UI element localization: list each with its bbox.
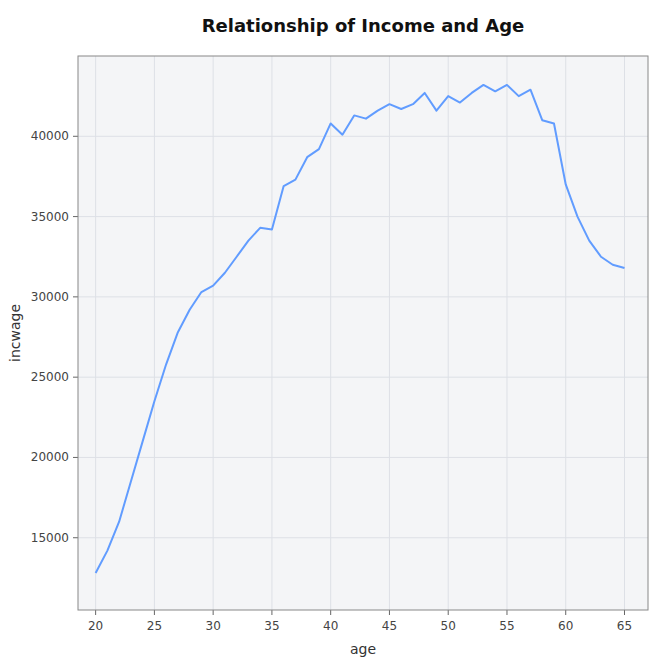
x-tick-label: 35 xyxy=(264,619,279,633)
x-tick-label: 25 xyxy=(147,619,162,633)
x-grid-line xyxy=(565,56,566,610)
x-tick xyxy=(624,610,625,615)
x-tick xyxy=(389,610,390,615)
y-tick-label: 15000 xyxy=(31,531,69,545)
y-tick xyxy=(73,136,78,137)
x-tick-label: 40 xyxy=(323,619,338,633)
y-tick xyxy=(73,537,78,538)
x-tick-label: 55 xyxy=(499,619,514,633)
x-tick-label: 65 xyxy=(617,619,632,633)
y-tick xyxy=(73,216,78,217)
x-tick xyxy=(330,610,331,615)
x-tick-label: 20 xyxy=(88,619,103,633)
y-grid-line xyxy=(78,377,648,378)
x-tick xyxy=(506,610,507,615)
y-grid-line xyxy=(78,537,648,538)
y-tick-label: 30000 xyxy=(31,290,69,304)
x-grid-line xyxy=(624,56,625,610)
x-tick xyxy=(95,610,96,615)
y-grid-line xyxy=(78,216,648,217)
x-tick xyxy=(271,610,272,615)
x-grid-line xyxy=(506,56,507,610)
x-grid-line xyxy=(213,56,214,610)
y-tick-label: 20000 xyxy=(31,450,69,464)
x-tick-label: 60 xyxy=(558,619,573,633)
x-tick xyxy=(448,610,449,615)
grid xyxy=(78,56,648,610)
x-tick-label: 30 xyxy=(206,619,221,633)
x-grid-line xyxy=(448,56,449,610)
x-grid-line xyxy=(95,56,96,610)
line xyxy=(96,85,625,573)
x-tick xyxy=(213,610,214,615)
y-tick xyxy=(73,296,78,297)
x-tick-label: 50 xyxy=(441,619,456,633)
x-axis-label: age xyxy=(350,641,376,657)
plot-background xyxy=(78,56,648,610)
y-grid-line xyxy=(78,457,648,458)
y-axis-label: incwage xyxy=(7,304,23,362)
x-grid-line xyxy=(330,56,331,610)
chart: 20 25 30 35 40 45 50 55 60 65 15000 20000 25000 30000… xyxy=(0,0,672,672)
y-tick xyxy=(73,377,78,378)
y-grid-line xyxy=(78,296,648,297)
plot-frame xyxy=(78,56,648,610)
x-tick xyxy=(565,610,566,615)
x-tick-label: 45 xyxy=(382,619,397,633)
y-tick-label: 35000 xyxy=(31,210,69,224)
y-grid-line xyxy=(78,136,648,137)
series-group xyxy=(96,85,625,573)
y-tick-label: 25000 xyxy=(31,370,69,384)
x-grid-line xyxy=(271,56,272,610)
x-grid-line xyxy=(389,56,390,610)
x-grid-line xyxy=(154,56,155,610)
title: Relationship of Income and Age xyxy=(202,15,525,36)
y-tick xyxy=(73,457,78,458)
y-tick-label: 40000 xyxy=(31,129,69,143)
x-tick xyxy=(154,610,155,615)
